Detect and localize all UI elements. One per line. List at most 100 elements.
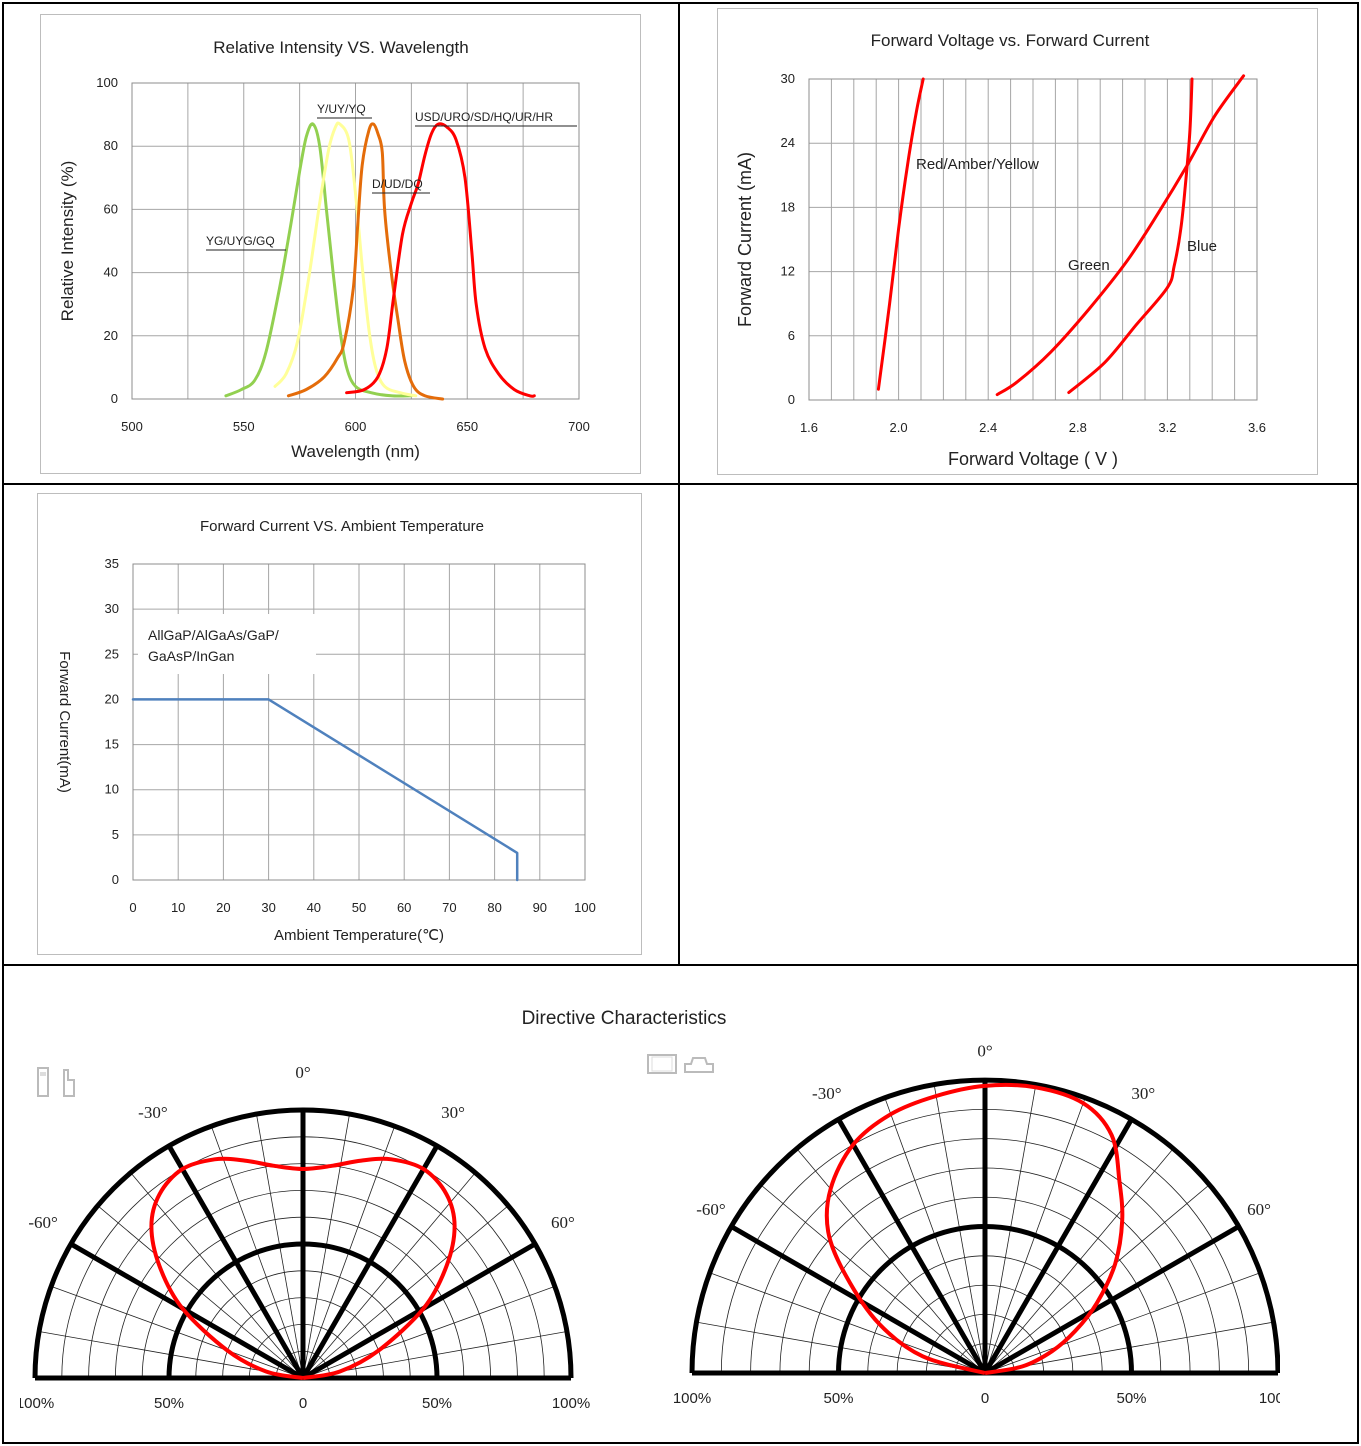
x-axis-label: Wavelength (nm): [291, 442, 420, 461]
y-tick-label: 10: [105, 782, 119, 797]
voltage-chart: 1.6 2.0 2.4 2.8 3.2 3.6 0 6 12 18 24 30 Forward Volt…: [735, 31, 1266, 469]
divider-row-1: [2, 483, 1359, 485]
series-label: D/UD/DQ: [372, 177, 423, 191]
polar-spoke-major: [982, 1118, 1134, 1375]
y-tick-label: 25: [105, 646, 119, 661]
y-tick-label: 6: [788, 328, 795, 343]
polar-chart-left: -60° -30° 0° 30° 60° 100% 50% 0 50% 100%: [20, 1063, 590, 1412]
y-tick-label: 30: [781, 71, 795, 86]
radius-label: 50%: [823, 1390, 853, 1407]
x-tick-label: 80: [487, 900, 501, 915]
y-tick-label: 0: [111, 391, 118, 406]
series-label: Y/UY/YQ: [317, 102, 366, 116]
derating-chart-frame: 0 10 20 30 40 50 60 70 80 90 100 0 5 10 15 20 25 30 35 Forw…: [37, 493, 642, 955]
radius-label: 0: [981, 1390, 989, 1407]
angle-label: 60°: [551, 1213, 575, 1232]
x-tick-label: 90: [533, 900, 547, 915]
series-label: Blue: [1187, 238, 1217, 255]
plot-area: [808, 78, 1258, 401]
series-line-2: [995, 74, 1246, 397]
x-axis-label: Ambient Temperature(℃): [274, 927, 444, 944]
series-line-1: [131, 698, 519, 882]
y-tick-label: 0: [788, 392, 795, 407]
chart-title: Forward Current VS. Ambient Temperature: [200, 518, 484, 535]
x-tick-label: 2.8: [1069, 420, 1087, 435]
intensity-chart-frame: 500 550 600 650 700 0 20 40 60 80 100 Relative Inte…: [40, 14, 641, 474]
x-tick-label: 650: [456, 419, 478, 434]
series-label: USD/URO/SD/HQ/UR/HR: [415, 110, 553, 124]
x-axis-label: Forward Voltage ( V ): [948, 449, 1118, 469]
radius-label: 100%: [20, 1395, 54, 1412]
y-tick-label: 0: [112, 872, 119, 887]
y-tick-label: 15: [105, 737, 119, 752]
intensity-chart: 500 550 600 650 700 0 20 40 60 80 100 Relative Inte…: [58, 38, 590, 461]
y-tick-label: 100: [96, 75, 118, 90]
y-axis-label: Forward Current (mA): [735, 152, 755, 327]
polar-chart-right: -60° -30° 0° 30° 60° 100% 50% 0 50% 100%: [673, 1045, 1280, 1407]
x-tick-label: 1.6: [800, 420, 818, 435]
x-tick-label: 20: [216, 900, 230, 915]
angle-label: 30°: [1131, 1084, 1155, 1103]
angle-label: -60°: [28, 1213, 57, 1232]
angle-label: -30°: [812, 1084, 841, 1103]
x-tick-label: 700: [568, 419, 590, 434]
annotation-text: AllGaP/AlGaAs/GaP/: [148, 627, 279, 643]
radius-label: 0: [299, 1395, 307, 1412]
x-tick-label: 2.0: [890, 420, 908, 435]
polar-spoke-major: [983, 1224, 1240, 1376]
annotation-box: [138, 614, 316, 674]
plot-area: [131, 82, 580, 400]
directive-section: Directive Characteristics: [4, 966, 1357, 1442]
x-tick-label: 30: [261, 900, 275, 915]
polar-series-line: [149, 1156, 457, 1380]
series-label: Red/Amber/Yellow: [916, 156, 1039, 173]
polar-spoke-major: [836, 1118, 988, 1375]
radius-label: 50%: [422, 1395, 452, 1412]
angle-label: 0°: [295, 1063, 310, 1082]
series-label: YG/UYG/GQ: [206, 234, 275, 248]
y-axis-label: Forward Current(mA): [56, 651, 73, 793]
directive-title: Directive Characteristics: [521, 1008, 727, 1029]
angle-label: 30°: [441, 1103, 465, 1122]
border-left: [2, 2, 4, 1444]
annotation-text: GaAsP/InGan: [148, 648, 234, 664]
led-package-icon-left: [37, 1067, 75, 1097]
border-right: [1357, 2, 1359, 1444]
radius-label: 50%: [1116, 1390, 1146, 1407]
derating-chart: 0 10 20 30 40 50 60 70 80 90 100 0 5 10 15 20 25 30 35 Forw…: [56, 518, 596, 944]
polar-spoke-major: [166, 1144, 306, 1380]
x-tick-label: 100: [574, 900, 596, 915]
series-line-1: [224, 122, 413, 398]
series-line-1: [876, 77, 925, 391]
y-tick-label: 60: [104, 201, 118, 216]
angle-label: -60°: [696, 1200, 725, 1219]
y-tick-label: 12: [781, 264, 795, 279]
series-line-3: [286, 122, 445, 401]
angle-label: 0°: [977, 1045, 992, 1061]
divider-row-2: [2, 964, 1359, 966]
x-tick-label: 3.2: [1158, 420, 1176, 435]
x-tick-label: 0: [129, 900, 136, 915]
radius-label: 100%: [552, 1395, 590, 1412]
border-bottom: [2, 1442, 1359, 1444]
voltage-chart-frame: 1.6 2.0 2.4 2.8 3.2 3.6 0 6 12 18 24 30 Forward Volt…: [717, 8, 1318, 475]
radius-label: 100%: [673, 1390, 711, 1407]
radius-label: 50%: [154, 1395, 184, 1412]
y-tick-label: 20: [105, 691, 119, 706]
polar-series-line: [824, 1082, 1125, 1375]
series-line-4: [345, 122, 536, 398]
led-package-icon-right: [647, 1054, 714, 1074]
y-tick-label: 35: [105, 556, 119, 571]
y-tick-label: 30: [105, 601, 119, 616]
x-tick-label: 60: [397, 900, 411, 915]
x-tick-label: 50: [352, 900, 366, 915]
border-top: [2, 2, 1359, 4]
x-tick-label: 2.4: [979, 420, 997, 435]
angle-label: -30°: [138, 1103, 167, 1122]
y-tick-label: 20: [104, 328, 118, 343]
y-tick-label: 5: [112, 827, 119, 842]
y-tick-label: 80: [104, 138, 118, 153]
polar-spoke-major: [300, 1144, 440, 1380]
x-tick-label: 600: [345, 419, 367, 434]
chart-title: Relative Intensity VS. Wavelength: [213, 38, 468, 57]
